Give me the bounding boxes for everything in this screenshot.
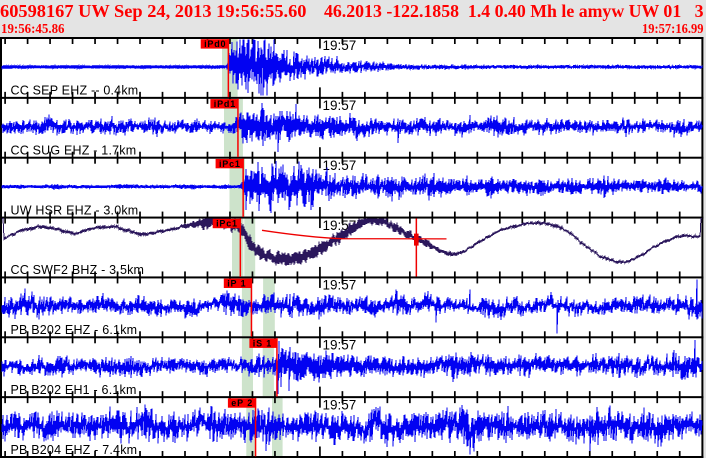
svg-text:19:57: 19:57	[323, 98, 357, 113]
svg-text:iPd0: iPd0	[204, 39, 226, 49]
svg-text:PB B204 EHZ - 7.4km: PB B204 EHZ - 7.4km	[11, 443, 138, 457]
svg-text:19:57: 19:57	[323, 338, 357, 353]
svg-text:CC SWF2 BHZ - 3.5km: CC SWF2 BHZ - 3.5km	[11, 263, 145, 277]
svg-text:iP 1: iP 1	[227, 279, 246, 289]
svg-text:19:57: 19:57	[323, 38, 357, 53]
svg-text:UW HSR EHZ - 3.0km: UW HSR EHZ - 3.0km	[11, 203, 139, 217]
svg-text:19:57: 19:57	[323, 397, 357, 412]
svg-text:eP 2: eP 2	[231, 398, 253, 408]
svg-text:PB B202 EHZ - 6.1km: PB B202 EHZ - 6.1km	[11, 323, 138, 337]
svg-text:CC SUG EHZ - 1.7km: CC SUG EHZ - 1.7km	[11, 144, 137, 158]
svg-text:60598167 UW Sep 24, 2013 19:56: 60598167 UW Sep 24, 2013 19:56:55.60	[0, 1, 307, 21]
svg-text:iS 1: iS 1	[253, 338, 272, 348]
svg-text:19:57: 19:57	[323, 158, 357, 173]
svg-text:PB B202 EH1 - 6.1km: PB B202 EH1 - 6.1km	[11, 383, 137, 397]
svg-text:iPc1: iPc1	[216, 219, 238, 229]
svg-text:19:56:45.86: 19:56:45.86	[1, 22, 65, 37]
svg-text:19:57: 19:57	[323, 278, 357, 293]
svg-text:CC SEP EHZ -- 0.4km: CC SEP EHZ -- 0.4km	[11, 84, 139, 98]
svg-text:19:57:16.99: 19:57:16.99	[642, 22, 704, 37]
svg-text:iPd1: iPd1	[214, 99, 236, 109]
svg-text:iPc1: iPc1	[219, 159, 241, 169]
svg-text:46.2013 -122.1858 1.4 0.40 Mh: 46.2013 -122.1858 1.4 0.40 Mh le amyw UW…	[324, 1, 704, 21]
